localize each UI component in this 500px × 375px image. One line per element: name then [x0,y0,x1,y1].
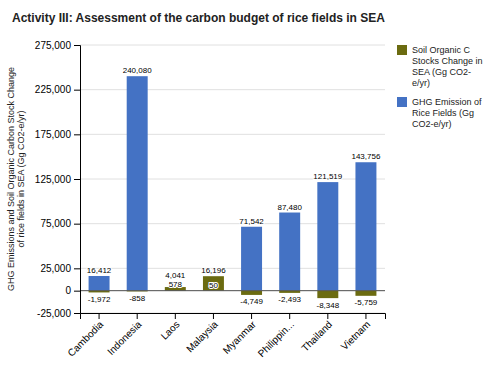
data-label: 16,196 [201,266,226,275]
x-tick-label: Indonesia [105,318,144,357]
y-tick: 0 [65,285,80,296]
y-tick-label: 225,000 [35,84,72,95]
grid-line [80,290,385,291]
x-tick-mark [213,313,214,319]
grid-line [80,223,385,224]
x-tick-label: Laos [159,319,182,342]
bar [317,291,338,298]
y-tick: 75,000 [40,218,80,229]
data-label: 16,412 [87,266,112,275]
data-label: -2,493 [278,295,301,304]
legend: Soil Organic CStocks Change inSEA (Gg CO… [397,45,483,129]
y-tick-label: 75,000 [40,218,71,229]
y-tick-mark [74,45,80,46]
data-label: 50 [209,281,218,290]
y-tick-mark [74,224,80,225]
y-tick-mark [74,268,80,269]
title: Activity III: Assessment of the carbon b… [12,11,385,25]
data-label: -4,749 [240,297,263,306]
y-axis-title: GHG Emissions and Soil Organic Carbon St… [6,67,26,291]
y-axis: -25,000 0 25,000 75,000 125,000 175,000 225,00… [35,40,81,319]
data-label: 71,542 [239,217,264,226]
y-tick: 175,000 [35,129,80,140]
baseline [80,290,385,291]
x-tick: Myanmar [221,313,259,356]
chart: Activity III: Assessment of the carbon b… [0,0,500,375]
bar [241,291,262,295]
y-tick-label: 0 [65,285,71,296]
y-tick: 125,000 [35,174,80,185]
bar [127,76,148,290]
x-tick-mark [175,313,176,319]
x-tick-mark [365,313,366,319]
data-label: -1,972 [88,295,111,304]
y-tick-label: 175,000 [35,129,72,140]
x-tick-mark [137,313,138,319]
data-label: 240,080 [123,66,152,75]
data-label: 121,519 [313,172,342,181]
legend-entry: Soil Organic CStocks Change inSEA (Gg CO… [412,45,483,88]
legend-swatch [397,97,407,107]
bar [355,162,376,290]
y-tick-label: 275,000 [35,40,72,51]
x-tick-label: Philippin... [256,319,296,359]
x-tick-mark [327,313,328,319]
grid-line [80,45,385,46]
x-tick-label: Malaysia [184,318,220,354]
marks [89,76,377,298]
bar [355,291,376,296]
bar [279,213,300,291]
data-label: 578 [169,280,183,289]
y-tick-mark [74,313,80,314]
x-tick-label: Cambodia [65,318,105,358]
x-tick: Vietnam [339,313,373,352]
grid-line [80,268,385,269]
y-tick-mark [74,179,80,180]
data-label: -858 [129,294,146,303]
legend-swatch [397,45,407,55]
x-tick: Cambodia [65,313,105,359]
data-label: 87,480 [277,203,302,212]
data-label: -8,348 [316,301,339,310]
data-label: 4,041 [165,271,186,280]
grid-line [80,89,385,90]
grid-line [80,134,385,135]
y-tick: -25,000 [37,308,80,319]
y-tick-label: 25,000 [40,263,71,274]
bar-series [89,76,377,290]
x-tick-mark [289,313,290,319]
data-labels: 16,412 -1,972 240,080 -858 5784,041 50 16,196 7… [87,66,381,309]
x-tick-mark [251,313,252,319]
x-axis: CambodiaIndonesia LaosMalaysiaMyanmarPhil… [65,313,385,359]
plot: -25,000 0 25,000 75,000 125,000 175,000 225,00… [35,40,386,359]
data-label: -5,759 [355,298,378,307]
y-tick: 25,000 [40,263,80,274]
y-tick: 275,000 [35,40,80,51]
bar [317,182,338,291]
x-tick-label: Thailand [299,319,334,354]
x-tick-label: Myanmar [221,318,259,356]
bar [203,276,224,290]
y-axis-line [74,46,81,314]
x-tick: Indonesia [105,313,144,357]
x-tick: Laos [159,313,182,342]
x-tick: Philippin... [256,313,296,359]
bar [241,227,262,291]
y-tick-mark [74,134,80,135]
y-tick-mark [74,291,80,292]
y-tick-label: -25,000 [37,308,71,319]
grid [80,45,385,313]
legend-entry: GHG Emission ofRice Fields (GgCO2-e/yr) [412,97,482,129]
data-label: 143,756 [351,152,380,161]
bar [89,276,110,291]
x-tick: Malaysia [184,313,220,354]
y-tick-mark [74,90,80,91]
x-tick-label: Vietnam [339,319,373,353]
y-tick-label: 125,000 [35,174,72,185]
x-tick-mark [99,313,100,319]
x-axis-line [81,314,386,320]
x-tick: Thailand [299,313,334,354]
y-tick: 225,000 [35,84,80,95]
